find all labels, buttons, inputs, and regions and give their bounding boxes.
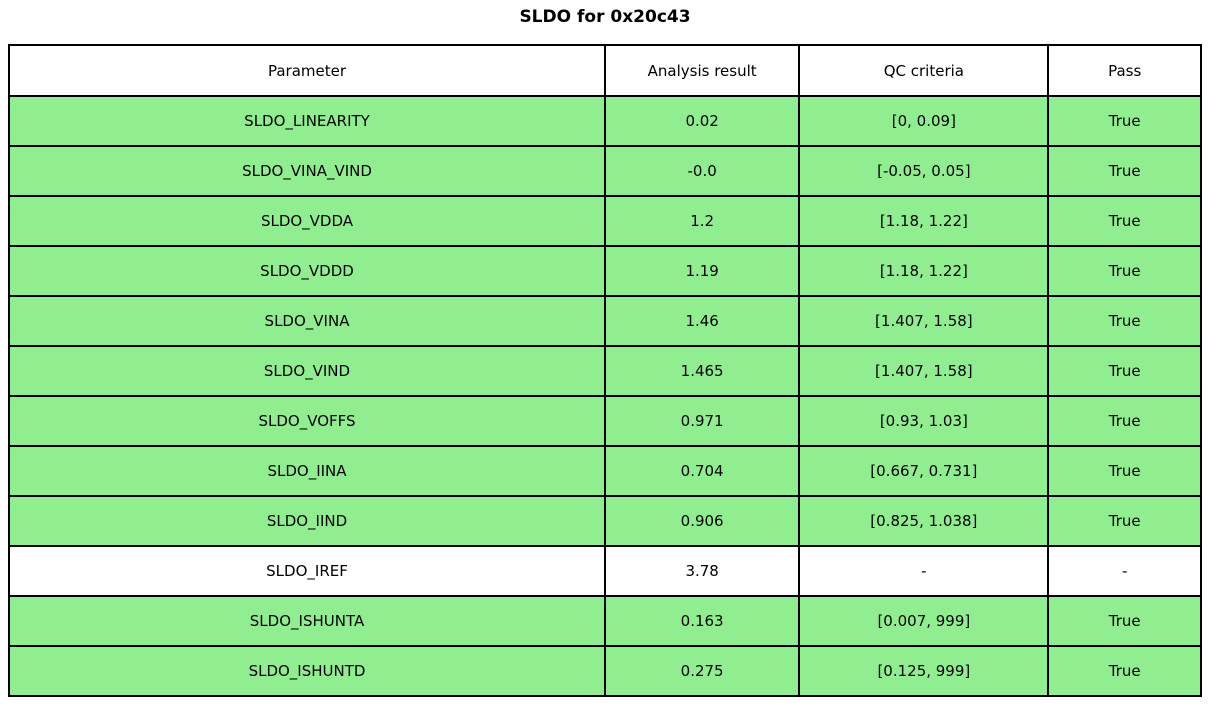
parameter-cell: SLDO_VINA: [8, 295, 606, 347]
pass-cell: True: [1047, 395, 1202, 447]
pass-cell: True: [1047, 595, 1202, 647]
parameter-cell: SLDO_ISHUNTA: [8, 595, 606, 647]
qc-criteria-cell: [1.407, 1.58]: [798, 295, 1050, 347]
table-row: SLDO_ISHUNTA 0.163 [0.007, 999] True: [8, 595, 1202, 647]
pass-cell: True: [1047, 495, 1202, 547]
pass-cell: True: [1047, 345, 1202, 397]
pass-cell: True: [1047, 95, 1202, 147]
table-row: SLDO_VINA_VIND -0.0 [-0.05, 0.05] True: [8, 145, 1202, 197]
pass-cell: True: [1047, 195, 1202, 247]
pass-cell: True: [1047, 295, 1202, 347]
table-row: SLDO_IINA 0.704 [0.667, 0.731] True: [8, 445, 1202, 497]
pass-cell: -: [1047, 545, 1202, 597]
column-header-qc-criteria: QC criteria: [798, 44, 1050, 97]
table-row: SLDO_VINA 1.46 [1.407, 1.58] True: [8, 295, 1202, 347]
table-row: SLDO_VDDD 1.19 [1.18, 1.22] True: [8, 245, 1202, 297]
qc-criteria-cell: [0.93, 1.03]: [798, 395, 1050, 447]
parameter-cell: SLDO_IIND: [8, 495, 606, 547]
parameter-cell: SLDO_VINA_VIND: [8, 145, 606, 197]
parameter-cell: SLDO_VDDA: [8, 195, 606, 247]
column-header-parameter: Parameter: [8, 44, 606, 97]
analysis-result-cell: 1.19: [603, 245, 801, 297]
analysis-result-cell: 1.465: [603, 345, 801, 397]
qc-criteria-cell: [-0.05, 0.05]: [798, 145, 1050, 197]
table-row: SLDO_VDDA 1.2 [1.18, 1.22] True: [8, 195, 1202, 247]
analysis-result-cell: 1.46: [603, 295, 801, 347]
qc-criteria-cell: [1.407, 1.58]: [798, 345, 1050, 397]
pass-cell: True: [1047, 645, 1202, 697]
table-row: SLDO_IIND 0.906 [0.825, 1.038] True: [8, 495, 1202, 547]
table-row: SLDO_ISHUNTD 0.275 [0.125, 999] True: [8, 645, 1202, 697]
column-header-analysis-result: Analysis result: [603, 44, 801, 97]
analysis-result-cell: 0.02: [603, 95, 801, 147]
qc-criteria-cell: [1.18, 1.22]: [798, 195, 1050, 247]
parameter-cell: SLDO_ISHUNTD: [8, 645, 606, 697]
table-row: SLDO_IREF 3.78- -: [8, 545, 1202, 597]
page-title: SLDO for 0x20c43: [519, 7, 691, 27]
analysis-result-cell: 3.78: [603, 545, 801, 597]
parameter-cell: SLDO_LINEARITY: [8, 95, 606, 147]
qc-criteria-cell: -: [798, 545, 1050, 597]
qc-criteria-cell: [0.667, 0.731]: [798, 445, 1050, 497]
table-row: SLDO_VOFFS 0.971 [0.93, 1.03] True: [8, 395, 1202, 447]
qc-criteria-cell: [0.125, 999]: [798, 645, 1050, 697]
analysis-result-cell: 0.906: [603, 495, 801, 547]
qc-results-table: Parameter Analysis result QC criteria Pa…: [8, 44, 1202, 697]
parameter-cell: SLDO_IINA: [8, 445, 606, 497]
analysis-result-cell: 1.2: [603, 195, 801, 247]
analysis-result-cell: 0.704: [603, 445, 801, 497]
pass-cell: True: [1047, 245, 1202, 297]
qc-criteria-cell: [0, 0.09]: [798, 95, 1050, 147]
analysis-result-cell: 0.275: [603, 645, 801, 697]
table-row: SLDO_VIND 1.465 [1.407, 1.58] True: [8, 345, 1202, 397]
header-row: Parameter Analysis result QC criteria Pa…: [8, 44, 1202, 97]
parameter-cell: SLDO_IREF: [8, 545, 606, 597]
qc-criteria-cell: [1.18, 1.22]: [798, 245, 1050, 297]
qc-criteria-cell: [0.825, 1.038]: [798, 495, 1050, 547]
parameter-cell: SLDO_VDDD: [8, 245, 606, 297]
analysis-result-cell: 0.163: [603, 595, 801, 647]
table-row: SLDO_LINEARITY 0.02 [0, 0.09] True: [8, 95, 1202, 147]
pass-cell: True: [1047, 445, 1202, 497]
parameter-cell: SLDO_VOFFS: [8, 395, 606, 447]
qc-criteria-cell: [0.007, 999]: [798, 595, 1050, 647]
pass-cell: True: [1047, 145, 1202, 197]
column-header-pass: Pass: [1047, 44, 1202, 97]
analysis-result-cell: -0.0: [603, 145, 801, 197]
analysis-result-cell: 0.971: [603, 395, 801, 447]
table-body: SLDO_LINEARITY 0.02 [0, 0.09] True SLDO_VINA…: [8, 95, 1202, 697]
parameter-cell: SLDO_VIND: [8, 345, 606, 397]
